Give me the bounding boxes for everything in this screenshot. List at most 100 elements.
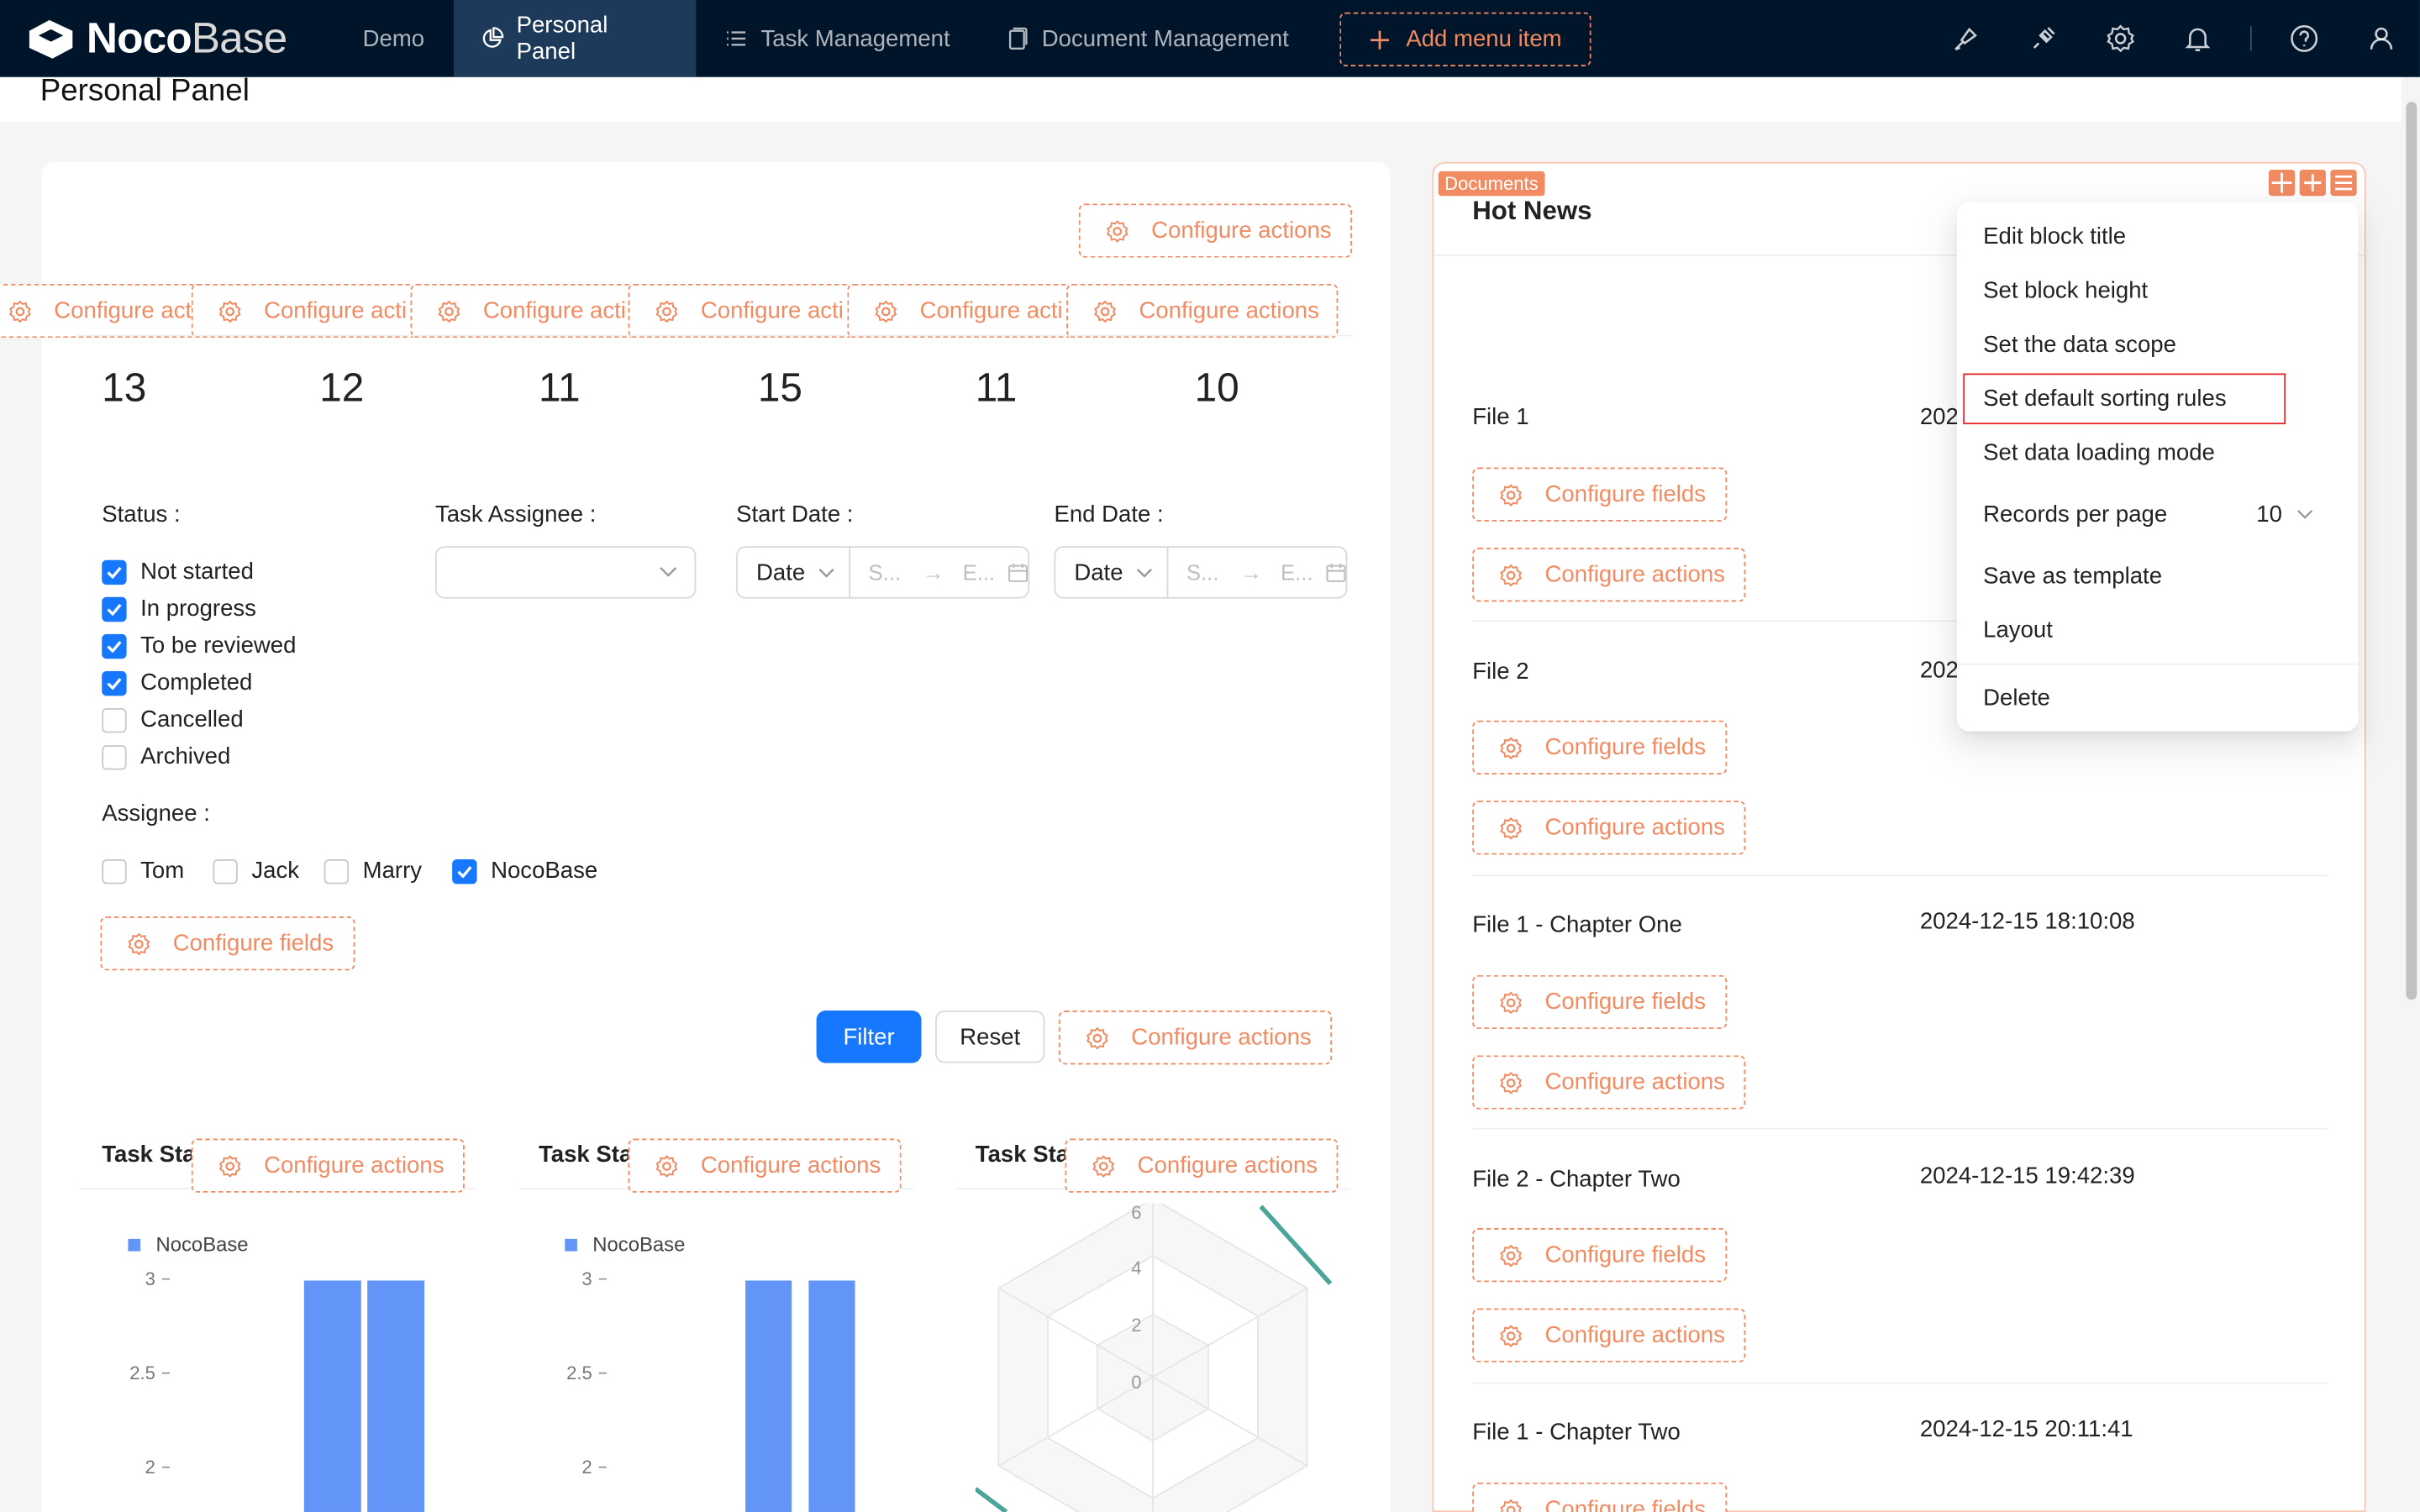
configure-actions-label: Configure acti	[482, 297, 626, 324]
configure-actions-button[interactable]: Configure actions	[1472, 1308, 1746, 1362]
divider	[1472, 874, 2328, 877]
gear-icon	[1500, 1498, 1522, 1512]
configure-fields-button[interactable]: Configure fields	[1472, 720, 1728, 775]
bell-icon[interactable]	[2182, 24, 2213, 55]
drag-handle-icon[interactable]	[2268, 170, 2296, 197]
checkbox-checked-icon	[452, 858, 477, 884]
bar[interactable]	[808, 1280, 855, 1512]
configure-fields-button[interactable]: Configure fields	[100, 916, 355, 971]
menu-item-set-data-scope[interactable]: Set the data scope	[1983, 331, 2176, 359]
bar[interactable]	[367, 1280, 425, 1512]
menu-item-set-default-sorting-rules[interactable]: Set default sorting rules	[1983, 386, 2227, 412]
status-checkbox-to-be-reviewed[interactable]: To be reviewed	[102, 633, 296, 659]
nav-document-management[interactable]: Document Management	[978, 0, 1315, 77]
y-tick-label: 3	[145, 1268, 155, 1289]
logo[interactable]: NocoBase	[24, 14, 287, 64]
end-date-label: End Date :	[1054, 501, 1164, 528]
task-assignee-select[interactable]	[434, 546, 697, 599]
assignee-checkbox-tom[interactable]: Tom	[102, 858, 184, 884]
help-icon[interactable]	[2289, 24, 2320, 55]
status-checkbox-archived[interactable]: Archived	[102, 743, 230, 770]
checkbox-unchecked-icon	[324, 858, 350, 884]
start-date-range[interactable]: Date S... → E...	[736, 546, 1030, 599]
checkbox-label: Marry	[362, 858, 423, 885]
nav-task-management[interactable]: Task Management	[697, 0, 976, 77]
assignee-checkbox-nocobase[interactable]: NocoBase	[452, 858, 597, 884]
doc-title[interactable]: File 2 - Chapter Two	[1472, 1166, 1681, 1193]
doc-title[interactable]: File 1	[1472, 404, 1529, 431]
gear-icon	[1500, 1071, 1522, 1094]
configure-actions-button[interactable]: Configure actions	[1078, 203, 1352, 258]
range-start-placeholder[interactable]: S...	[1186, 559, 1219, 585]
stat-configure-actions-button[interactable]: Configure acti	[847, 283, 1073, 339]
date-type-select[interactable]: Date	[1055, 548, 1168, 597]
user-icon[interactable]	[2366, 24, 2397, 55]
menu-item-delete[interactable]: Delete	[1983, 685, 2050, 711]
assignee-checkbox-marry[interactable]: Marry	[324, 858, 422, 884]
assignee-checkbox-jack[interactable]: Jack	[213, 858, 299, 884]
status-checkbox-cancelled[interactable]: Cancelled	[102, 706, 244, 732]
logo-text-bold: Noco	[86, 13, 192, 62]
reset-button[interactable]: Reset	[935, 1011, 1045, 1063]
menu-item-edit-block-title[interactable]: Edit block title	[1983, 223, 2127, 250]
nav-personal-panel[interactable]: Personal Panel	[453, 0, 697, 77]
add-menu-item-button[interactable]: Add menu item	[1339, 12, 1591, 66]
stat-configure-actions-button[interactable]: Configure actions	[1066, 283, 1339, 339]
bar[interactable]	[303, 1280, 361, 1512]
bar[interactable]	[745, 1280, 792, 1512]
configure-fields-button[interactable]: Configure fields	[1472, 467, 1728, 522]
scrollbar-thumb[interactable]	[2406, 102, 2417, 1000]
bar-chart: NocoBase 3 2.5 2	[565, 1234, 855, 1512]
status-checkbox-in-progress[interactable]: In progress	[102, 596, 256, 622]
legend-label: NocoBase	[156, 1234, 249, 1257]
menu-item-set-data-loading-mode[interactable]: Set data loading mode	[1983, 439, 2215, 466]
pie-chart-icon	[482, 27, 504, 48]
configure-actions-label: Configure acti	[700, 297, 844, 324]
range-end-placeholder[interactable]: E...	[1280, 559, 1313, 585]
doc-title[interactable]: File 2	[1472, 659, 1529, 685]
menu-item-records-per-page[interactable]: Records per page	[1983, 501, 2168, 528]
configure-actions-button[interactable]: Configure actions	[1472, 801, 1746, 855]
configure-fields-button[interactable]: Configure fields	[1472, 1228, 1728, 1283]
configure-actions-button[interactable]: Configure actions	[1058, 1011, 1333, 1065]
status-checkbox-not-started[interactable]: Not started	[102, 559, 254, 585]
stat-configure-actions-button[interactable]: Configure acti	[0, 283, 198, 339]
doc-title[interactable]: File 1 - Chapter Two	[1472, 1419, 1681, 1446]
nav-demo[interactable]: Demo	[336, 0, 450, 77]
chart-configure-actions-button[interactable]: Configure actions	[628, 1138, 902, 1193]
date-type-select[interactable]: Date	[738, 548, 850, 597]
chart-configure-actions-button[interactable]: Configure actions	[191, 1138, 465, 1193]
nav-document-management-label: Document Management	[1041, 25, 1289, 52]
plugin-icon[interactable]	[2028, 24, 2059, 55]
brush-icon[interactable]	[1951, 24, 1982, 55]
configure-actions-button[interactable]: Configure actions	[1472, 1055, 1746, 1110]
menu-item-layout[interactable]: Layout	[1983, 617, 2053, 643]
y-tick-label: 2.5	[566, 1362, 592, 1383]
chevron-down-icon[interactable]	[2296, 509, 2313, 520]
gear-icon[interactable]	[2105, 24, 2136, 55]
menu-item-save-as-template[interactable]: Save as template	[1983, 563, 2163, 590]
range-end-placeholder[interactable]: E...	[962, 559, 996, 585]
records-per-page-value[interactable]: 10	[2256, 501, 2282, 528]
range-start-placeholder[interactable]: S...	[868, 559, 902, 585]
stat-configure-actions-button[interactable]: Configure acti	[628, 283, 854, 339]
reset-button-label: Reset	[960, 1023, 1021, 1050]
divider	[1472, 1382, 2328, 1384]
configure-fields-button[interactable]: Configure fields	[1472, 974, 1728, 1030]
configure-fields-button[interactable]: Configure fields	[1472, 1483, 1728, 1512]
add-block-icon[interactable]	[2299, 170, 2326, 197]
end-date-range[interactable]: Date S... → E...	[1054, 546, 1348, 599]
y-tick-label: 2	[581, 1457, 592, 1478]
gear-icon	[1500, 483, 1522, 507]
status-checkbox-completed[interactable]: Completed	[102, 669, 252, 696]
configure-actions-button[interactable]: Configure actions	[1472, 548, 1746, 602]
stat-configure-actions-button[interactable]: Configure acti	[410, 283, 636, 339]
menu-item-set-block-height[interactable]: Set block height	[1983, 277, 2149, 304]
block-settings-menu-icon[interactable]	[2330, 170, 2357, 197]
filter-button[interactable]: Filter	[816, 1011, 922, 1063]
configure-actions-label: Configure actions	[1137, 1152, 1318, 1179]
doc-title[interactable]: File 1 - Chapter One	[1472, 911, 1682, 938]
stat-configure-actions-button[interactable]: Configure acti	[191, 283, 417, 339]
chart-configure-actions-button[interactable]: Configure actions	[1065, 1138, 1339, 1193]
